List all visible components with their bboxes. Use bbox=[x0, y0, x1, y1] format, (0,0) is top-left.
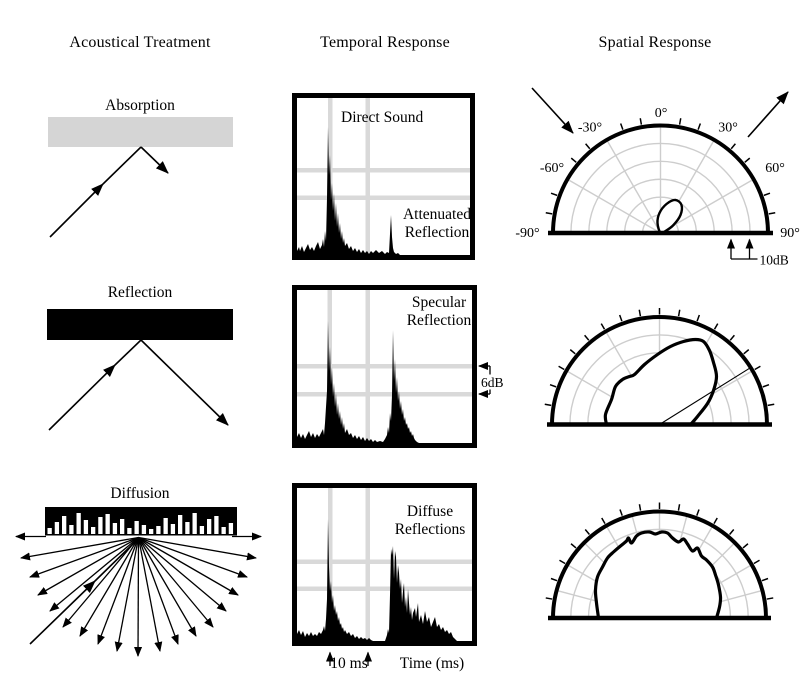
level-gridline bbox=[297, 586, 472, 591]
spatial-panel-reflection bbox=[544, 308, 775, 427]
diffuse-reflections-label-line2: Reflections bbox=[395, 521, 466, 538]
time-gridline bbox=[365, 488, 370, 641]
ring-scale-bracket: 10dB bbox=[727, 238, 789, 268]
incident-sound-arrow bbox=[48, 364, 116, 431]
incident-sound-arrow-tail bbox=[114, 339, 142, 366]
attenuated-reflection-label-line2: Reflection bbox=[405, 224, 470, 241]
diffusion-treatment-diagram: Diffusion bbox=[15, 485, 262, 657]
level-scale-bracket: 6dB bbox=[478, 362, 504, 398]
impulse-response-trace bbox=[297, 321, 472, 443]
temporal-panel-reflection: Specular Reflection 6dB bbox=[292, 285, 504, 448]
specular-reflection-label-line1: Specular bbox=[412, 294, 467, 311]
incident-sound-arrow bbox=[29, 580, 96, 645]
incident-sound-arrow-tail bbox=[102, 146, 142, 185]
time-gridline bbox=[365, 98, 370, 255]
level-gridline bbox=[297, 392, 472, 397]
time-axis-label: Time (ms) bbox=[400, 655, 464, 672]
panel-frame bbox=[292, 93, 475, 260]
temporal-panel-absorption: Direct Sound Attenuated Reflection bbox=[292, 93, 475, 260]
incoming-sound-arrow bbox=[531, 87, 574, 134]
specular-reflection-arrow bbox=[140, 339, 229, 426]
header-spatial-response: Spatial Response bbox=[599, 34, 712, 51]
spatial-panel-absorption bbox=[545, 118, 776, 236]
column-headers: Acoustical Treatment Temporal Response S… bbox=[69, 34, 711, 51]
attenuated-reflection-arrow bbox=[140, 146, 169, 174]
angle-label-neg90: -90° bbox=[515, 226, 539, 241]
diffuse-scatter-arrows bbox=[15, 532, 262, 657]
panel-frame bbox=[292, 285, 477, 448]
header-temporal-response: Temporal Response bbox=[320, 34, 450, 51]
spatial-panel-diffusion bbox=[545, 502, 774, 621]
incident-sound-arrow-tail bbox=[94, 539, 138, 582]
time-gridline bbox=[328, 488, 333, 641]
panel-frame bbox=[292, 483, 477, 646]
absorption-label: Absorption bbox=[105, 97, 175, 114]
level-gridline bbox=[297, 364, 472, 369]
level-gridline bbox=[297, 559, 472, 564]
outgoing-sound-arrow bbox=[747, 91, 789, 138]
direct-sound-label: Direct Sound bbox=[341, 109, 423, 126]
level-gridline bbox=[297, 168, 470, 173]
reflection-label: Reflection bbox=[108, 284, 173, 301]
header-acoustical-treatment: Acoustical Treatment bbox=[69, 34, 211, 51]
time-interval-label: 10 ms bbox=[330, 655, 367, 672]
diffuse-reflections-label-line1: Diffuse bbox=[407, 503, 453, 520]
angle-label-30: 30° bbox=[718, 121, 738, 136]
reflector-panel bbox=[47, 309, 233, 340]
specular-reflection-label-line2: Reflection bbox=[407, 312, 472, 329]
level-scale-label: 6dB bbox=[481, 375, 504, 390]
attenuated-reflection-label-line1: Attenuated bbox=[403, 206, 471, 223]
angle-label-neg60: -60° bbox=[540, 161, 564, 176]
absorption-treatment-diagram: Absorption bbox=[48, 97, 233, 238]
time-axis-annotation: 10 ms Time (ms) bbox=[326, 651, 464, 672]
diffuser-wells bbox=[47, 513, 234, 534]
incident-sound-arrow bbox=[49, 183, 104, 238]
diffusion-label: Diffusion bbox=[110, 485, 169, 502]
ring-scale-label: 10dB bbox=[760, 253, 789, 268]
temporal-panel-diffusion: Diffuse Reflections 10 ms Time (ms) bbox=[292, 483, 477, 672]
angle-label-90: 90° bbox=[780, 226, 800, 241]
angle-label-0: 0° bbox=[655, 106, 668, 121]
angle-label-neg30: -30° bbox=[578, 121, 602, 136]
angle-label-60: 60° bbox=[765, 161, 785, 176]
impulse-response-trace bbox=[297, 127, 470, 255]
level-gridline bbox=[297, 195, 470, 200]
reflection-treatment-diagram: Reflection bbox=[47, 284, 233, 431]
absorber-panel bbox=[48, 117, 233, 147]
spatial-panel-absorption-labels: -90° -60° -30° 0° 30° 60° 90° 10dB bbox=[515, 87, 800, 268]
